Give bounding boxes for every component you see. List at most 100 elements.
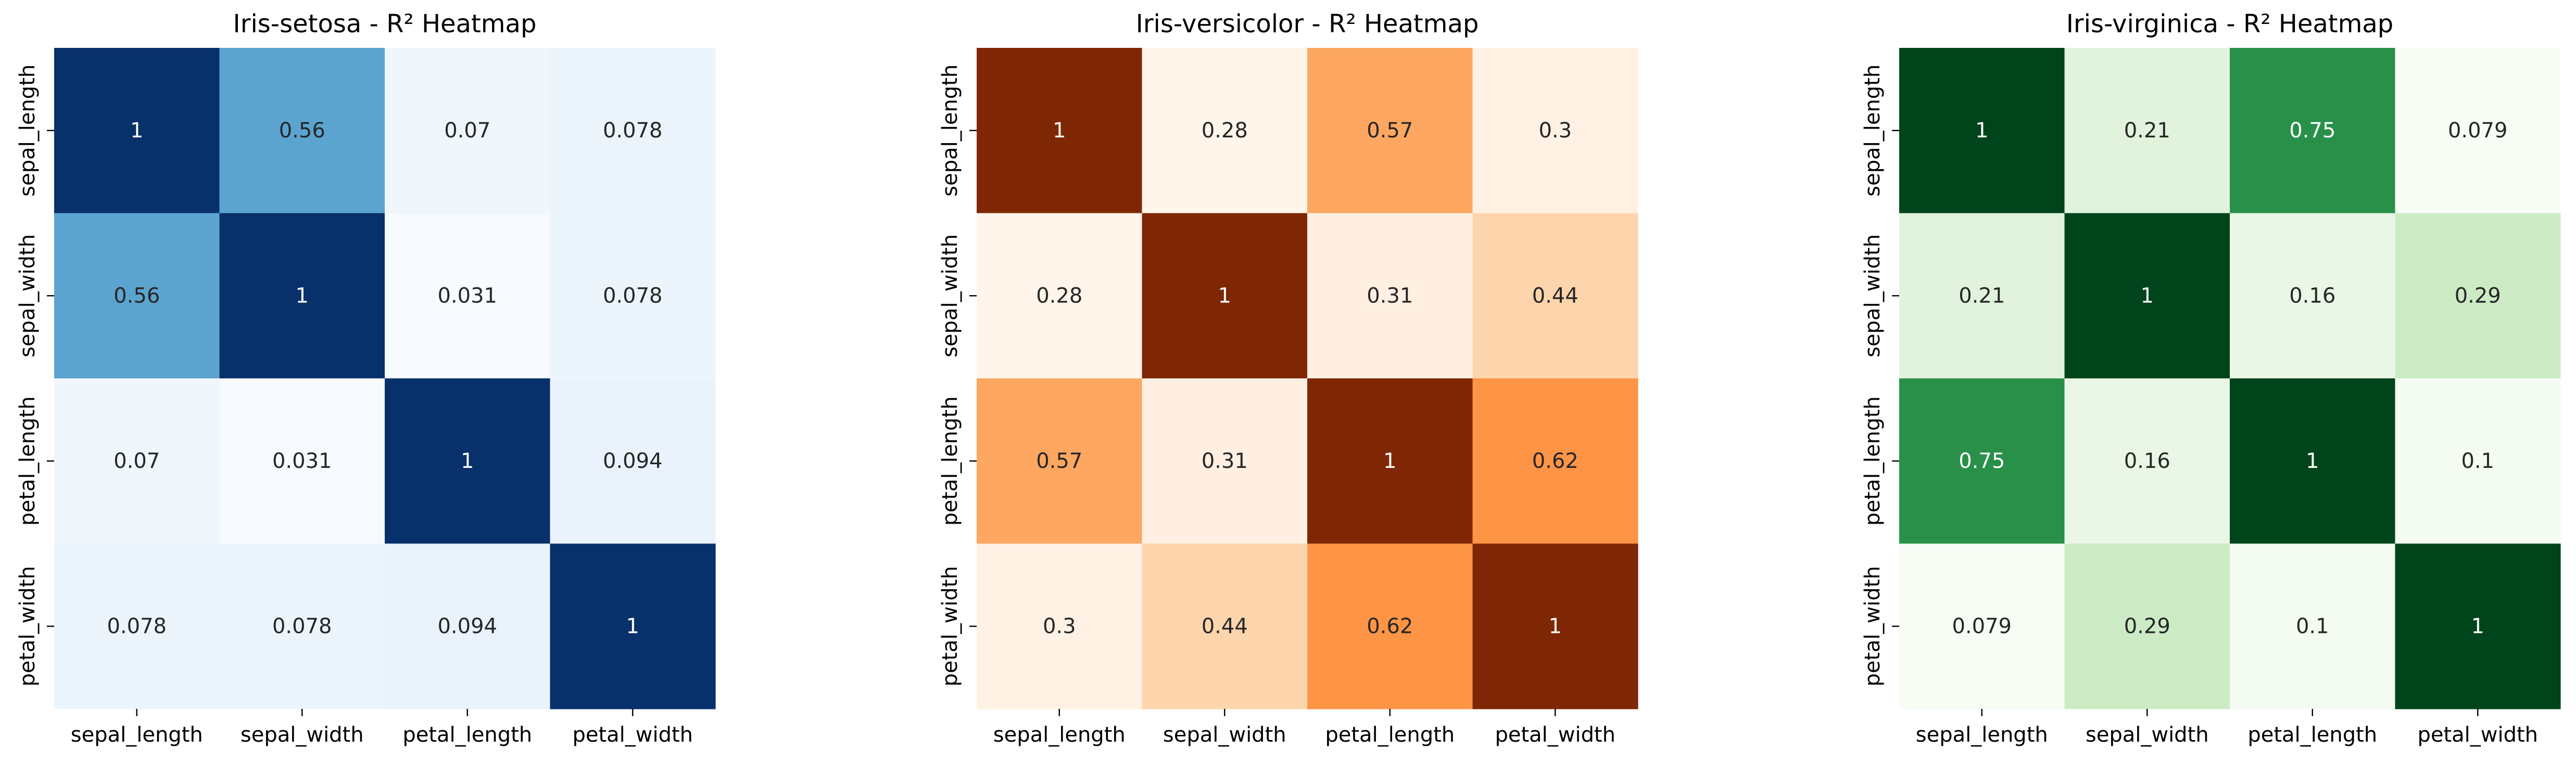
cell-value-label: 0.078 (603, 284, 663, 308)
y-tick-label: petal_length (938, 396, 962, 526)
x-tick-label: sepal_width (1163, 723, 1286, 747)
x-tick-label: sepal_length (993, 723, 1126, 747)
heatmap-cell (1142, 213, 1308, 379)
cell-value-label: 0.07 (113, 449, 160, 473)
panel-title: Iris-virginica - R² Heatmap (2066, 9, 2393, 39)
cell-value-label: 0.16 (2289, 284, 2335, 308)
heatmap-cell (385, 543, 551, 709)
cell-value-label: 0.3 (1043, 614, 1076, 638)
y-tick-label: petal_width (16, 566, 40, 686)
y-tick-label: sepal_length (1861, 65, 1885, 197)
heatmap-cell (550, 543, 716, 709)
cell-value-label: 0.28 (1202, 119, 1248, 143)
cell-value-label: 1 (2306, 449, 2319, 473)
heatmap-cell (1472, 543, 1638, 709)
x-tick-label: sepal_width (241, 723, 364, 747)
heatmap-cell (2395, 378, 2561, 544)
heatmap-cell (550, 48, 716, 214)
heatmap-cell (2230, 213, 2396, 379)
heatmap-cell (385, 213, 551, 379)
cell-value-label: 0.62 (1367, 614, 1413, 638)
cell-value-label: 1 (130, 119, 143, 143)
x-tick-label: petal_width (2417, 723, 2538, 747)
y-tick-label: petal_width (1861, 566, 1885, 686)
heatmap-cell (1142, 378, 1308, 544)
x-tick-label: sepal_width (2086, 723, 2209, 747)
heatmap-cell (1307, 543, 1473, 709)
cell-value-label: 0.29 (2455, 284, 2501, 308)
cell-value-label: 0.078 (603, 119, 663, 143)
heatmap-cell (54, 48, 220, 214)
heatmap-cell (1899, 543, 2065, 709)
cell-value-label: 0.56 (113, 284, 160, 308)
heatmap-cell (550, 213, 716, 379)
y-tick-label: sepal_width (1861, 234, 1885, 358)
panel-title: Iris-versicolor - R² Heatmap (1136, 9, 1479, 39)
y-tick-label: sepal_width (938, 234, 962, 358)
heatmap-cell (2064, 543, 2230, 709)
heatmap-cell (1899, 48, 2065, 214)
cell-value-label: 0.21 (1959, 284, 2005, 308)
heatmap-cell (1142, 543, 1308, 709)
cell-value-label: 0.079 (1952, 614, 2012, 638)
cell-value-label: 1 (1383, 449, 1396, 473)
cell-value-label: 0.56 (279, 119, 325, 143)
heatmap-cell (2064, 213, 2230, 379)
heatmap-cell (2230, 48, 2396, 214)
y-tick-label: petal_width (938, 566, 962, 686)
heatmap-cell (2395, 543, 2561, 709)
cell-value-label: 0.1 (2461, 449, 2494, 473)
heatmap-cell (385, 378, 551, 544)
heatmap-cell (2395, 48, 2561, 214)
heatmap-cell (977, 378, 1143, 544)
heatmap-cell (977, 213, 1143, 379)
cell-value-label: 0.29 (2124, 614, 2170, 638)
heatmap-cell (54, 378, 220, 544)
cell-value-label: 0.75 (2289, 119, 2335, 143)
heatmap-cell (385, 48, 551, 214)
heatmap-cell (2230, 378, 2396, 544)
cell-value-label: 0.3 (1538, 119, 1572, 143)
cell-value-label: 1 (1975, 119, 1988, 143)
cell-value-label: 0.079 (2448, 119, 2508, 143)
x-tick-label: petal_width (572, 723, 693, 747)
heatmap-cell (550, 378, 716, 544)
cell-value-label: 0.1 (2296, 614, 2329, 638)
heatmap-cell (2395, 213, 2561, 379)
y-tick-label: petal_length (16, 396, 40, 526)
cell-value-label: 0.078 (107, 614, 167, 638)
heatmap-cell (1899, 213, 2065, 379)
heatmap-cell (219, 213, 385, 379)
cell-value-label: 0.44 (1532, 284, 1579, 308)
heatmap-cell (1307, 378, 1473, 544)
cell-value-label: 0.031 (272, 449, 332, 473)
x-tick-label: petal_length (1325, 723, 1455, 747)
heatmap-cell (2064, 48, 2230, 214)
heatmap-cell (54, 543, 220, 709)
cell-value-label: 0.07 (444, 119, 490, 143)
cell-value-label: 0.57 (1367, 119, 1413, 143)
panel-title: Iris-setosa - R² Heatmap (233, 9, 537, 39)
heatmap-cell (1142, 48, 1308, 214)
y-tick-label: sepal_length (16, 65, 40, 197)
heatmap-cell (977, 48, 1143, 214)
cell-value-label: 0.31 (1367, 284, 1413, 308)
x-tick-label: sepal_length (71, 723, 203, 747)
cell-value-label: 0.57 (1036, 449, 1082, 473)
cell-value-label: 0.094 (603, 449, 663, 473)
heatmap-cell (54, 213, 220, 379)
cell-value-label: 1 (626, 614, 639, 638)
cell-value-label: 1 (1218, 284, 1231, 308)
cell-value-label: 0.078 (272, 614, 332, 638)
heatmap-cell (977, 543, 1143, 709)
y-tick-label: sepal_width (16, 234, 40, 358)
cell-value-label: 1 (1053, 119, 1066, 143)
cell-value-label: 1 (2471, 614, 2484, 638)
cell-value-label: 0.094 (437, 614, 497, 638)
heatmap-cell (1307, 213, 1473, 379)
heatmap-cell (1472, 213, 1638, 379)
y-tick-label: sepal_length (938, 65, 962, 197)
cell-value-label: 0.62 (1532, 449, 1579, 473)
cell-value-label: 1 (296, 284, 309, 308)
